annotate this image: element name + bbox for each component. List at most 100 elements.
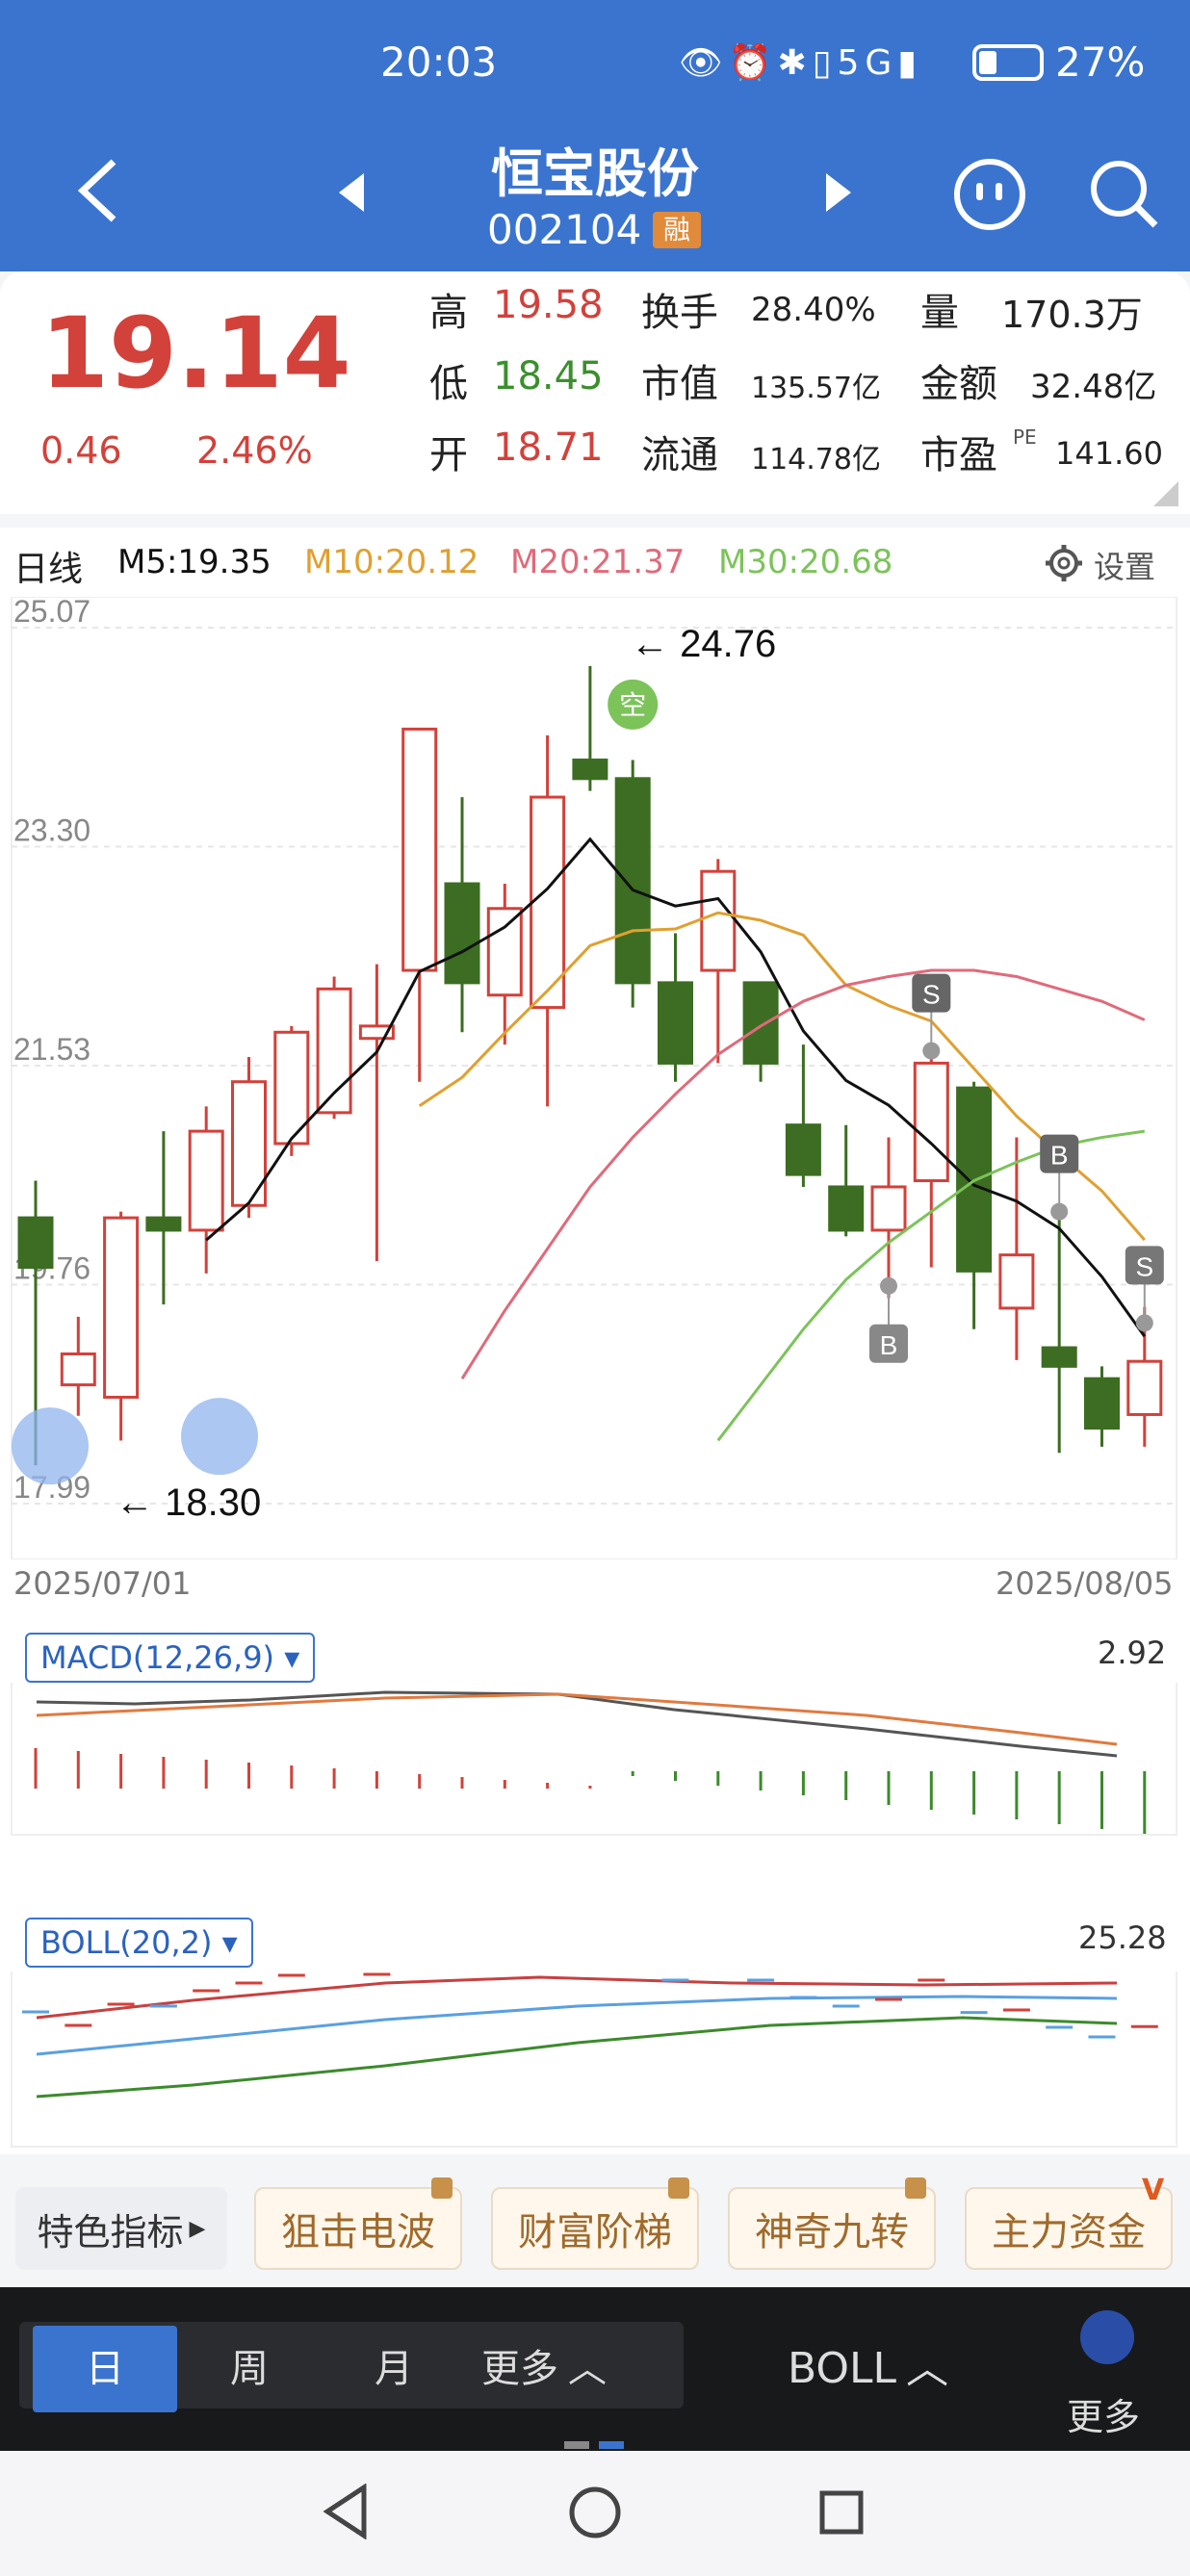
candle-body (17, 1216, 54, 1270)
more-icon[interactable] (1080, 2310, 1134, 2364)
pe-superscript: PE (1013, 425, 1037, 449)
high-mark-label: ← 24.76 (631, 623, 776, 665)
tab-month[interactable]: 月 (375, 2347, 413, 2391)
tab-more[interactable]: 更多 ︿ (481, 2326, 674, 2412)
candle-body (60, 1352, 96, 1387)
nav-recent-icon[interactable] (818, 2489, 865, 2536)
float-label: 流通 (641, 433, 718, 477)
back-icon[interactable] (75, 156, 123, 225)
candle-body (1084, 1377, 1120, 1430)
feature-tag-3[interactable]: 神奇九转 (728, 2187, 936, 2270)
chart-frame (11, 597, 1177, 1559)
lock-icon (905, 2177, 926, 2199)
y-tick-label: 25.07 (13, 597, 91, 629)
more-label[interactable]: 更多 (1067, 2396, 1141, 2438)
signal-text: B (1050, 1141, 1069, 1171)
turnover-value: 28.40% (751, 291, 876, 329)
candle-body (742, 981, 779, 1065)
battery-level: 27% (1055, 39, 1146, 86)
signal-dot (1135, 1314, 1153, 1332)
next-stock-icon[interactable] (824, 171, 853, 214)
boll-mid-line (36, 1995, 1118, 2056)
chevron-up-icon: ︿ (568, 2347, 607, 2391)
empty-signal-text: 空 (619, 690, 646, 720)
app-header: 20:03 👁⏰✱▯5G▮ 27% 恒宝股份 002104 融 (0, 0, 1190, 271)
pe-label: 市盈 (920, 433, 997, 477)
ma30-label: M30:20.68 (718, 543, 893, 581)
y-tick-label: 23.30 (13, 813, 91, 848)
signal-text: S (1135, 1251, 1153, 1281)
lock-icon (431, 2177, 453, 2199)
indicator-select[interactable]: BOLL ︿ (788, 2326, 948, 2412)
signal-dot (922, 1042, 941, 1060)
page-indicator (564, 2441, 589, 2449)
period-label: 日线 (13, 550, 84, 589)
feature-indicators-label: 特色指标 (37, 2210, 184, 2254)
signal-badge (1125, 1246, 1164, 1285)
signal-dot (1050, 1202, 1069, 1221)
mcap-label: 市值 (641, 362, 718, 406)
low-mark-label: ← 18.30 (116, 1481, 261, 1524)
candle-body (700, 869, 737, 972)
price-change-pct: 2.46% (196, 429, 313, 472)
gear-icon[interactable] (1044, 543, 1084, 583)
bottom-toolbar: 日 周 月 更多 ︿ BOLL ︿ 更多 (0, 2287, 1190, 2451)
volume-value: 170.3万 (1001, 294, 1143, 336)
nav-back-icon[interactable] (322, 2484, 370, 2539)
boll-selector[interactable]: BOLL(20,2) ▾ (25, 1918, 253, 1968)
candle-body (1041, 1346, 1077, 1368)
candle-body (188, 1129, 224, 1232)
settings-button[interactable]: 设置 (1094, 549, 1156, 585)
feature-tag-2[interactable]: 财富阶梯 (491, 2187, 699, 2270)
fullscreen-button[interactable] (181, 1398, 258, 1476)
candle-body (658, 981, 693, 1065)
current-price: 19.14 (40, 296, 351, 411)
low-value: 18.45 (493, 354, 604, 399)
boll-lower-line (36, 2016, 1118, 2099)
candle-body (316, 987, 352, 1115)
signal-text: B (880, 1330, 898, 1360)
macd-label: MACD(12,26,9) (40, 1639, 275, 1676)
chevron-up-icon: ︿ (906, 2344, 949, 2393)
feature-tag-1[interactable]: 狙击电波 (254, 2187, 462, 2270)
volume-label: 量 (920, 291, 959, 335)
stock-code: 002104 (487, 206, 642, 253)
search-icon[interactable] (1088, 158, 1161, 231)
amount-value: 32.48亿 (1030, 368, 1157, 406)
expand-corner-icon[interactable] (1153, 481, 1178, 506)
feature-tag-4[interactable]: 主力资金 (965, 2187, 1173, 2270)
prev-stock-icon[interactable] (337, 171, 366, 214)
quote-panel: 19.14 0.46 2.46% 高 19.58 低 18.45 开 18.71… (0, 271, 1190, 514)
candle-body (828, 1185, 865, 1232)
nav-home-icon[interactable] (568, 2486, 622, 2539)
tab-week[interactable]: 周 (230, 2347, 269, 2391)
scroll-left-button[interactable] (12, 1407, 89, 1485)
feature-indicators-button[interactable]: 特色指标 ▶ (15, 2187, 227, 2270)
float-value: 114.78亿 (751, 443, 881, 477)
dropdown-icon: ▾ (284, 1639, 300, 1676)
caret-right-icon: ▶ (189, 2216, 206, 2241)
candle-body (530, 795, 566, 1010)
candle-body (231, 1080, 267, 1207)
low-label: 低 (429, 362, 468, 406)
lock-icon (668, 2177, 689, 2199)
open-label: 开 (429, 433, 468, 477)
chat-icon[interactable] (953, 158, 1026, 231)
ma5-label: M5:19.35 (117, 543, 272, 581)
high-value: 19.58 (493, 283, 604, 327)
candle-body (486, 907, 523, 997)
margin-badge: 融 (653, 212, 701, 248)
empty-signal-badge (608, 679, 659, 730)
price-change: 0.46 (40, 429, 122, 472)
ma20-label: M20:21.37 (510, 543, 686, 581)
y-tick-label: 21.53 (13, 1032, 91, 1067)
signal-badge (869, 1324, 908, 1363)
tab-day[interactable]: 日 (33, 2326, 177, 2412)
chart-area: 日线 M5:19.35 M10:20.12 M20:21.37 M30:20.6… (0, 528, 1190, 2154)
boll-label: BOLL(20,2) (40, 1924, 213, 1961)
candle-body (444, 882, 480, 985)
tab-more-label: 更多 (481, 2347, 558, 2391)
macd-selector[interactable]: MACD(12,26,9) ▾ (25, 1633, 316, 1683)
open-value: 18.71 (493, 425, 604, 470)
